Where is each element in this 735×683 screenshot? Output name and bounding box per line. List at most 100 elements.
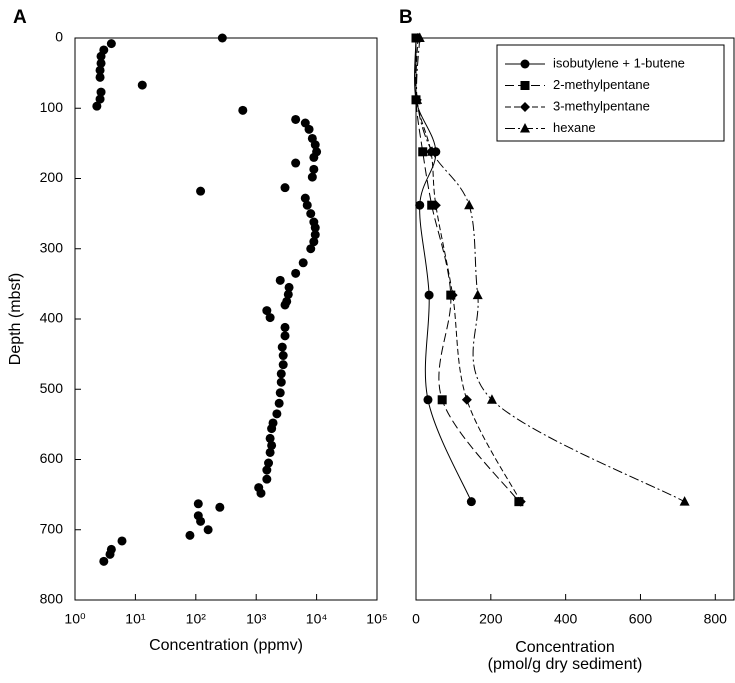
marker xyxy=(520,102,530,112)
marker xyxy=(265,313,275,323)
marker xyxy=(264,458,274,468)
marker xyxy=(185,530,195,540)
marker xyxy=(267,440,277,450)
marker xyxy=(309,237,319,247)
marker xyxy=(520,81,530,90)
marker xyxy=(461,394,472,405)
marker xyxy=(472,289,483,300)
y-tick-label: 700 xyxy=(40,520,64,536)
marker xyxy=(106,39,116,49)
marker xyxy=(307,172,317,182)
marker xyxy=(306,244,316,254)
marker xyxy=(291,114,301,124)
marker xyxy=(424,290,434,300)
marker xyxy=(310,223,320,233)
y-tick-label: 600 xyxy=(40,450,64,466)
marker xyxy=(302,200,312,210)
marker xyxy=(310,140,320,150)
marker xyxy=(272,409,282,419)
marker xyxy=(276,369,286,379)
legend-label: isobutylene + 1-butene xyxy=(553,55,685,70)
y-tick-label: 800 xyxy=(40,591,64,607)
marker xyxy=(196,186,206,196)
marker xyxy=(117,536,127,546)
marker xyxy=(520,59,530,69)
marker xyxy=(262,306,272,316)
legend-label: hexane xyxy=(553,120,596,135)
marker xyxy=(203,525,213,535)
marker xyxy=(262,474,272,484)
x-tick-label: 400 xyxy=(554,611,578,627)
marker xyxy=(309,164,319,174)
marker xyxy=(99,556,109,566)
panel-label: B xyxy=(399,7,413,28)
marker xyxy=(95,72,105,82)
x-tick-label: 10⁴ xyxy=(306,611,328,627)
marker xyxy=(679,496,690,506)
marker xyxy=(412,94,423,104)
x-tick-label: 10² xyxy=(186,611,207,627)
y-axis-label: Depth (mbsf) xyxy=(7,273,24,365)
marker xyxy=(238,105,248,115)
marker xyxy=(447,290,458,301)
marker xyxy=(95,65,105,75)
marker xyxy=(309,152,319,162)
marker xyxy=(256,488,266,498)
marker xyxy=(280,322,290,332)
plot-frame xyxy=(415,37,735,601)
marker xyxy=(217,33,227,43)
x-tick-label: 200 xyxy=(479,611,503,627)
marker xyxy=(423,395,433,405)
marker xyxy=(274,398,284,408)
marker xyxy=(275,388,285,398)
marker xyxy=(96,58,106,68)
marker xyxy=(418,147,428,157)
y-tick-label: 100 xyxy=(40,99,64,115)
marker xyxy=(278,351,288,361)
marker xyxy=(95,94,105,104)
x-axis-label: Concentration (ppmv) xyxy=(149,637,303,654)
marker xyxy=(280,331,290,341)
marker xyxy=(280,300,290,310)
marker xyxy=(284,282,294,292)
marker xyxy=(464,199,475,210)
panel-label: A xyxy=(13,7,27,28)
marker xyxy=(277,342,287,352)
marker xyxy=(137,80,147,90)
legend-label: 3-methylpentane xyxy=(553,98,650,113)
marker xyxy=(105,549,115,559)
x-tick-label: 600 xyxy=(629,611,653,627)
marker xyxy=(414,32,425,42)
marker xyxy=(96,87,106,97)
series-line xyxy=(416,37,685,503)
marker xyxy=(275,275,285,285)
marker xyxy=(276,377,286,387)
marker xyxy=(280,183,290,193)
x-tick-label: 10⁵ xyxy=(366,611,387,627)
marker xyxy=(486,394,497,404)
marker xyxy=(437,395,447,405)
marker xyxy=(196,516,206,526)
marker xyxy=(430,200,441,211)
x-axis-label: (pmol/g dry sediment) xyxy=(488,656,643,673)
marker xyxy=(300,193,310,203)
y-tick-label: 400 xyxy=(40,310,64,326)
marker xyxy=(96,51,106,61)
series-line xyxy=(414,37,472,502)
marker xyxy=(193,499,203,509)
x-axis-label: Concentration xyxy=(515,639,615,656)
y-tick-label: 500 xyxy=(40,380,64,396)
marker xyxy=(265,447,275,457)
plot-frame xyxy=(74,37,378,601)
marker xyxy=(291,158,301,168)
x-tick-label: 10³ xyxy=(246,611,267,627)
marker xyxy=(283,289,293,299)
marker xyxy=(267,424,277,434)
x-tick-label: 10⁰ xyxy=(64,611,86,627)
legend-box xyxy=(496,44,725,142)
marker xyxy=(415,200,425,210)
marker xyxy=(215,502,225,512)
marker xyxy=(520,123,530,133)
x-tick-label: 800 xyxy=(704,611,728,627)
